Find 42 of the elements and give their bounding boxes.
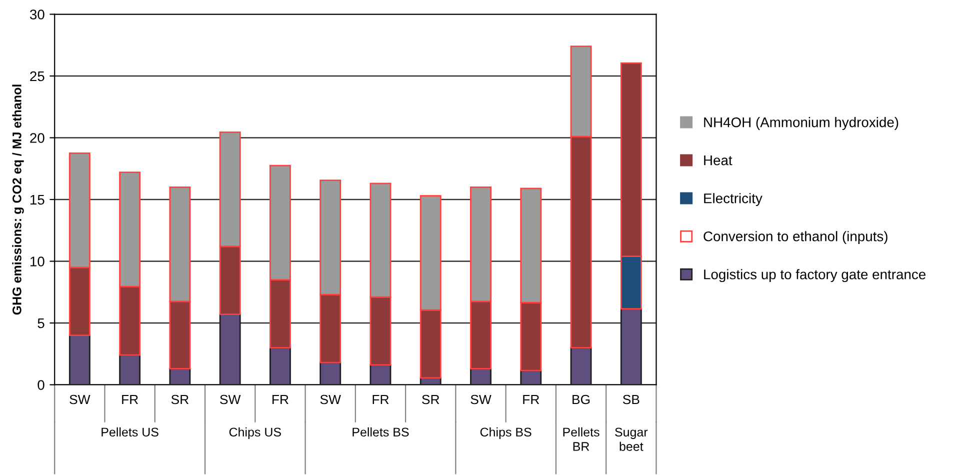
y-tick-label: 10	[30, 256, 44, 266]
y-tick-label: 5	[38, 318, 44, 328]
bar	[68, 334, 90, 385]
text: Pellets BS	[352, 427, 409, 437]
bar	[169, 368, 191, 385]
bar	[470, 368, 492, 385]
text: Chips US	[229, 427, 281, 440]
legend-label: Electricity	[704, 193, 762, 206]
legend-label: Logistics up to factory gate entrance	[704, 269, 926, 282]
x-tick-label: SW	[70, 394, 90, 404]
x-tick-label: FR	[372, 394, 389, 404]
x-tick-label: SW	[220, 394, 241, 404]
legend-label: NH4OH (Ammonium hydroxide)	[704, 117, 898, 130]
text: Chips BS	[480, 427, 532, 440]
bar	[370, 364, 392, 385]
y-tick-label: 30	[30, 10, 44, 20]
x-tick-label: SR	[171, 394, 188, 404]
bar	[219, 314, 241, 385]
x-tick-label: FR	[523, 394, 540, 404]
legend-label: Heat	[704, 156, 732, 166]
x-tick-label: SW	[470, 394, 492, 404]
text: Sugar beet	[615, 428, 648, 451]
y-tick-label: 25	[30, 71, 44, 82]
x-tick-label: BG	[572, 394, 590, 404]
x-tick-label: FR	[122, 394, 138, 404]
legend-label: Conversion to ethanol (inputs)	[704, 231, 888, 244]
y-tick-label: 0	[38, 380, 44, 390]
y-tick-label: 20	[30, 133, 44, 143]
y-tick-label: 15	[30, 194, 44, 205]
bar	[320, 362, 342, 385]
bar	[620, 308, 642, 385]
x-tick-label: SW	[320, 394, 341, 404]
x-tick-label: SB	[622, 394, 640, 404]
y-axis-title: GHG emissions: g CO2 eq / MJ ethanol	[12, 84, 24, 315]
bar	[119, 354, 141, 385]
bar	[570, 347, 592, 385]
text: Pellets US	[102, 427, 158, 437]
text: Pellets BR	[563, 427, 600, 451]
bar	[520, 370, 542, 385]
x-tick-label: SR	[422, 394, 440, 404]
bar	[269, 347, 291, 385]
x-tick-label: FR	[272, 394, 288, 404]
